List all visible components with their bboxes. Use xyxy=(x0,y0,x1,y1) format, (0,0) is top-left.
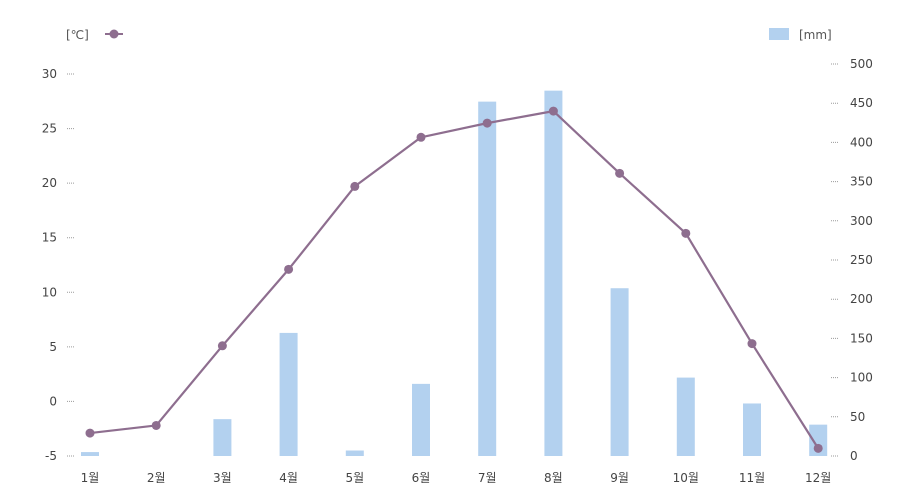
temperature-point xyxy=(548,106,558,116)
temperature-tick-label: 5 xyxy=(49,340,57,354)
precipitation-tick-label: 300 xyxy=(850,214,873,228)
month-axis: 1월 2월 3월 4월 5월 6월 7월 8월 9월 10월 11월 12월 xyxy=(81,471,832,485)
precipitation-bar xyxy=(610,288,629,456)
temperature-point xyxy=(85,428,95,438)
precipitation-tick-label: 100 xyxy=(850,371,873,385)
precipitation-legend-swatch xyxy=(769,28,789,40)
precipitation-bar xyxy=(743,403,761,456)
temperature-polyline xyxy=(89,110,820,449)
precipitation-bar xyxy=(81,452,99,456)
temperature-point xyxy=(482,118,492,128)
precipitation-tick-label: 0 xyxy=(850,449,858,463)
temperature-tick-label: 25 xyxy=(42,122,57,136)
temperature-point xyxy=(217,341,227,351)
month-label: 8월 xyxy=(544,471,563,485)
precipitation-legend: [mm] xyxy=(769,28,832,42)
month-label: 10월 xyxy=(673,471,699,485)
temperature-legend-marker xyxy=(109,29,119,39)
temperature-tick-label: 0 xyxy=(49,394,57,408)
temperature-line xyxy=(85,106,823,453)
precipitation-bar xyxy=(213,419,232,456)
precipitation-axis: 0 50 100 150 200 250 300 350 400 450 500 xyxy=(831,57,873,463)
precipitation-bar xyxy=(345,450,364,456)
month-label: 9월 xyxy=(610,471,629,485)
temperature-point xyxy=(615,168,625,178)
precipitation-bar xyxy=(544,90,563,456)
temperature-point xyxy=(151,420,161,430)
precipitation-bar xyxy=(676,377,695,456)
month-label: 2월 xyxy=(147,471,166,485)
temperature-axis: -5 0 5 10 15 20 25 30 xyxy=(42,67,74,463)
temperature-tick-label: 20 xyxy=(42,176,57,190)
precipitation-tick-label: 350 xyxy=(850,175,873,189)
precipitation-bar xyxy=(478,101,497,456)
temperature-tick-label: 30 xyxy=(42,67,57,81)
precipitation-bar xyxy=(412,383,430,456)
month-label: 5월 xyxy=(345,471,364,485)
precipitation-tick-label: 400 xyxy=(850,135,873,149)
temperature-tick-label: 15 xyxy=(42,231,57,245)
temperature-point xyxy=(747,339,757,349)
precipitation-tick-label: 50 xyxy=(850,410,865,424)
precipitation-bar xyxy=(809,424,828,456)
precipitation-unit-label: [mm] xyxy=(799,28,832,42)
month-label: 11월 xyxy=(739,471,765,485)
month-label: 7월 xyxy=(478,471,497,485)
month-label: 12월 xyxy=(805,471,831,485)
precipitation-tick-label: 250 xyxy=(850,253,873,267)
temperature-tick-label: -5 xyxy=(45,449,57,463)
temperature-tick-label: 10 xyxy=(42,285,57,299)
temperature-legend: [℃] xyxy=(66,28,123,42)
temperature-unit-label: [℃] xyxy=(66,28,89,42)
temperature-point xyxy=(681,228,691,238)
month-label: 6월 xyxy=(412,471,431,485)
precipitation-bar xyxy=(279,332,298,456)
month-label: 1월 xyxy=(81,471,100,485)
precipitation-tick-label: 450 xyxy=(850,96,873,110)
temperature-point xyxy=(284,264,294,274)
precipitation-tick-label: 200 xyxy=(850,292,873,306)
temperature-point xyxy=(350,181,360,191)
temperature-point xyxy=(416,132,426,142)
precipitation-bars xyxy=(81,90,828,456)
precipitation-tick-label: 500 xyxy=(850,57,873,71)
temperature-point xyxy=(813,443,823,453)
month-label: 3월 xyxy=(213,471,232,485)
precipitation-tick-label: 150 xyxy=(850,331,873,345)
month-label: 4월 xyxy=(279,471,298,485)
